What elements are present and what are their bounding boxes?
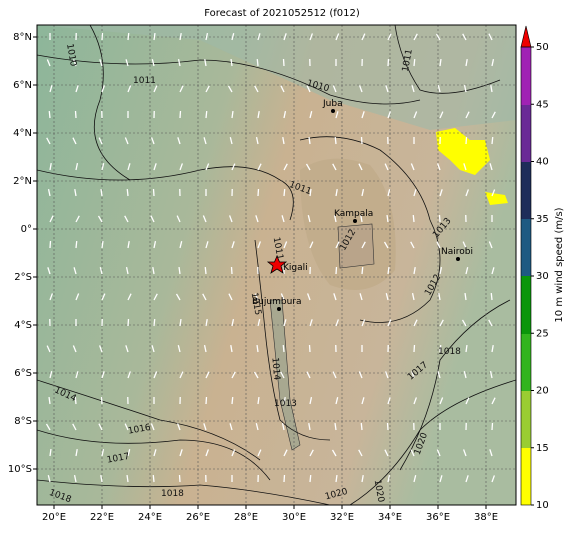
lat-label: 4°S <box>14 320 32 331</box>
city-label: Bujumbura <box>252 297 301 307</box>
cb-seg <box>521 162 531 219</box>
lat-label: 8°S <box>14 416 32 427</box>
lon-label: 26°E <box>186 512 210 523</box>
lon-label: 22°E <box>90 512 114 523</box>
lon-label: 36°E <box>426 512 450 523</box>
lat-label: 2°N <box>13 176 32 187</box>
cb-seg <box>521 276 531 334</box>
barb <box>310 475 311 482</box>
barb <box>361 423 362 430</box>
city-dot <box>277 307 281 311</box>
cb-tick-label: 45 <box>536 99 549 110</box>
barb <box>284 189 285 196</box>
cb-tick-label: 50 <box>536 42 549 53</box>
lon-label: 38°E <box>474 512 498 523</box>
lat-label: 0° <box>21 224 32 235</box>
barb <box>154 319 155 326</box>
lat-label: 8°N <box>13 32 32 43</box>
cb-seg <box>521 448 531 505</box>
map: 1010 1011 1010 1011 1011 1011 1012 1013 … <box>37 25 516 505</box>
contour-label: 1013 <box>274 399 297 409</box>
contour-label: 1011 <box>133 76 156 86</box>
contour-label: 1018 <box>438 347 461 357</box>
city-label: Kampala <box>334 209 373 219</box>
city-dot <box>331 109 335 113</box>
barb <box>205 267 206 274</box>
cb-seg <box>521 391 531 448</box>
contour-label: 1014 <box>269 357 281 381</box>
barb <box>128 33 129 40</box>
colorbar: 10 15 20 25 30 35 40 45 50 10 m wind speed (m/s) <box>521 26 565 511</box>
barb <box>49 111 50 118</box>
lon-label: 24°E <box>138 512 162 523</box>
barb <box>206 111 207 118</box>
lat-label: 4°N <box>13 128 32 139</box>
cb-seg <box>521 105 531 162</box>
cb-extend <box>521 26 531 47</box>
cb-seg <box>521 219 531 276</box>
cb-tick-label: 40 <box>536 157 549 168</box>
lat-label: 6°S <box>14 368 32 379</box>
cb-tick-label: 20 <box>536 386 549 397</box>
cb-tick-label: 10 <box>536 500 549 511</box>
barb <box>335 137 336 144</box>
barb <box>232 397 233 404</box>
barb <box>414 59 415 66</box>
lon-label: 30°E <box>282 512 306 523</box>
contour-label: 1018 <box>161 489 184 499</box>
city-dot <box>353 219 357 223</box>
colorbar-label: 10 m wind speed (m/s) <box>554 207 565 322</box>
city-label: Kigali <box>283 263 308 273</box>
lat-label: 6°N <box>13 80 32 91</box>
lat-label: 10°S <box>8 464 32 475</box>
cb-tick-label: 30 <box>536 271 549 282</box>
barb <box>257 59 258 66</box>
city-label: Nairobi <box>441 247 473 257</box>
city-label: Juba <box>322 99 343 109</box>
cb-tick-label: 25 <box>536 328 549 339</box>
lon-label: 28°E <box>234 512 258 523</box>
cb-tick-label: 35 <box>536 214 549 225</box>
barb <box>76 241 77 248</box>
barb <box>413 215 414 222</box>
barb <box>153 475 154 482</box>
barb <box>127 189 128 196</box>
cb-tick-label: 15 <box>536 443 549 454</box>
cb-seg <box>521 47 531 105</box>
barb <box>492 137 493 144</box>
barb <box>283 345 284 352</box>
lon-label: 34°E <box>378 512 402 523</box>
barb <box>362 267 363 274</box>
cb-seg <box>521 334 531 391</box>
lon-label: 32°E <box>330 512 354 523</box>
lat-label: 2°S <box>14 272 32 283</box>
barb <box>491 293 492 300</box>
lon-label: 20°E <box>42 512 66 523</box>
title: Forecast of 2021052512 (f012) <box>204 8 360 19</box>
city-dot <box>456 257 460 261</box>
